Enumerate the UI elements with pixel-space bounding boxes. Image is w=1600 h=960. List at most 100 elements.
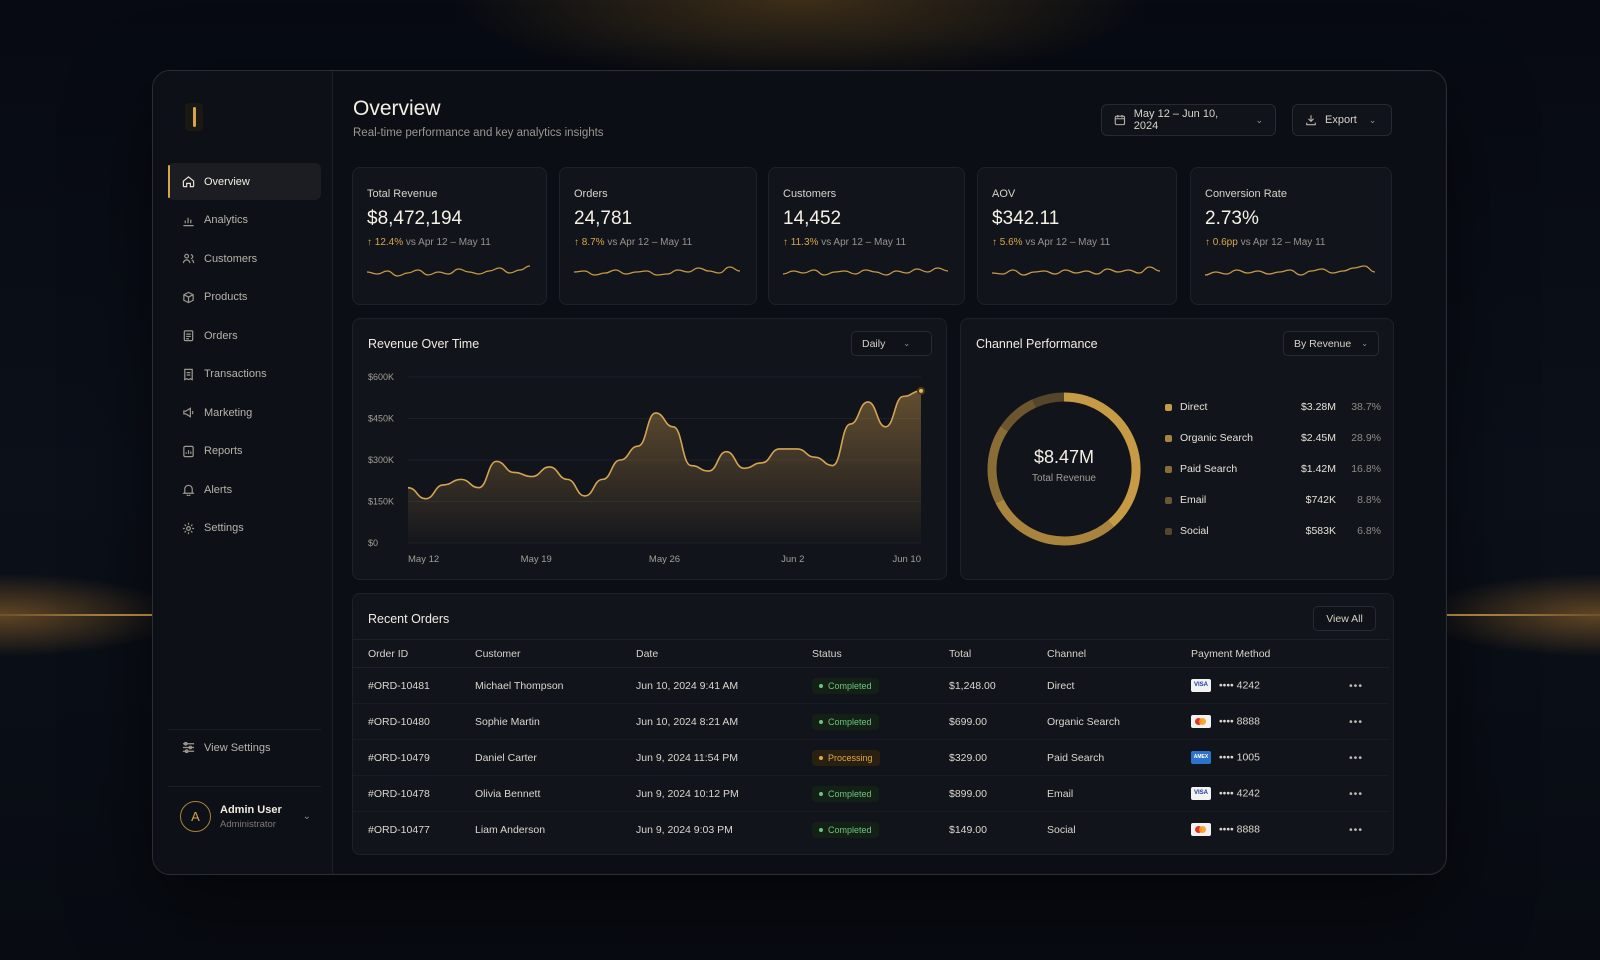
sidebar-item-label: Overview	[204, 175, 250, 188]
kpi-card[interactable]: Conversion Rate 2.73% ↑ 0.6pp vs Apr 12 …	[1190, 167, 1392, 305]
kpi-card[interactable]: AOV $342.11 ↑ 5.6% vs Apr 12 – May 11	[977, 167, 1177, 305]
sliders-icon	[182, 741, 195, 754]
order-id[interactable]: #ORD-10479	[353, 739, 475, 776]
page-title: Overview	[353, 97, 441, 120]
legend-amount: $1.42M	[1300, 463, 1336, 475]
kpi-card[interactable]: Customers 14,452 ↑ 11.3% vs Apr 12 – May…	[768, 167, 965, 305]
y-tick-label: $150K	[368, 497, 394, 507]
card-last4: •••• 4242	[1219, 787, 1260, 800]
kpi-compare: vs Apr 12 – May 11	[1240, 237, 1326, 248]
mc-card-icon	[1191, 823, 1211, 837]
revenue-area-fill	[408, 390, 921, 543]
legend-row[interactable]: Paid Search $1.42M 16.8%	[1165, 459, 1381, 479]
view-all-label: View All	[1326, 612, 1363, 625]
arrow-up-icon: ↑	[783, 237, 791, 248]
order-total: $699.00	[949, 703, 1047, 740]
order-payment: VISA •••• 4242	[1191, 775, 1349, 812]
table-row[interactable]: #ORD-10478 Olivia Bennett Jun 9, 2024 10…	[353, 775, 1389, 812]
legend-row[interactable]: Direct $3.28M 38.7%	[1165, 397, 1381, 417]
more-options-icon[interactable]: •••	[1349, 715, 1364, 728]
kpi-card[interactable]: Orders 24,781 ↑ 8.7% vs Apr 12 – May 11	[559, 167, 757, 305]
column-header[interactable]: Total	[949, 639, 1047, 668]
kpi-card[interactable]: Total Revenue $8,472,194 ↑ 12.4% vs Apr …	[352, 167, 547, 305]
sidebar-item-reports[interactable]: Reports	[168, 433, 321, 470]
donut-slice-direct[interactable]	[1063, 392, 1141, 528]
legend-percent: 6.8%	[1357, 525, 1381, 537]
sidebar-item-marketing[interactable]: Marketing	[168, 394, 321, 431]
recent-orders-card: Recent Orders View All Order ID Customer D…	[352, 593, 1394, 855]
column-header[interactable]: Order ID	[353, 639, 475, 668]
view-all-button[interactable]: View All	[1313, 606, 1376, 631]
column-header[interactable]: Customer	[475, 639, 636, 668]
column-header[interactable]: Payment Method	[1191, 639, 1349, 668]
user-menu[interactable]: A Admin User Administrator ⌄	[168, 786, 321, 846]
table-row[interactable]: #ORD-10480 Sophie Martin Jun 10, 2024 8:…	[353, 703, 1389, 740]
sidebar-item-products[interactable]: Products	[168, 279, 321, 316]
column-header[interactable]: Date	[636, 639, 812, 668]
order-id[interactable]: #ORD-10480	[353, 703, 475, 740]
table-row[interactable]: #ORD-10481 Michael Thompson Jun 10, 2024…	[353, 667, 1389, 704]
more-options-icon[interactable]: •••	[1349, 823, 1364, 836]
more-options-icon[interactable]: •••	[1349, 751, 1364, 764]
order-id[interactable]: #ORD-10481	[353, 667, 475, 704]
kpi-delta: ↑ 5.6% vs Apr 12 – May 11	[992, 237, 1110, 248]
sidebar-nav: Overview Analytics Customers Products Or…	[168, 163, 321, 548]
channel-sort-select[interactable]: By Revenue ⌄	[1283, 331, 1379, 356]
recent-orders-title: Recent Orders	[368, 612, 450, 626]
row-actions-cell: •••	[1349, 667, 1389, 704]
sidebar-item-label: Settings	[204, 522, 244, 534]
granularity-select[interactable]: Daily ⌄	[851, 331, 932, 356]
sidebar-item-transactions[interactable]: Transactions	[168, 356, 321, 393]
x-tick-label: Jun 2	[781, 554, 804, 565]
revenue-area-chart: $0 $150K $300K $450K $600K May 12 May 19 May 26…	[368, 372, 925, 565]
more-options-icon[interactable]: •••	[1349, 787, 1364, 800]
card-last4: •••• 1005	[1219, 751, 1260, 764]
donut-slice-organic-search[interactable]	[995, 499, 1114, 546]
sidebar-item-label: Alerts	[204, 483, 233, 496]
donut-slice-social[interactable]	[1032, 392, 1065, 408]
x-tick-label: May 26	[649, 554, 680, 565]
legend-row[interactable]: Email $742K 8.8%	[1165, 490, 1381, 510]
sidebar-item-analytics[interactable]: Analytics	[168, 202, 321, 239]
sidebar-item-settings[interactable]: Settings	[168, 510, 321, 547]
row-actions-cell: •••	[1349, 703, 1389, 740]
legend-percent: 16.8%	[1351, 463, 1381, 475]
mc-card-icon	[1191, 715, 1211, 728]
order-payment: •••• 8888	[1191, 812, 1349, 848]
export-button[interactable]: Export ⌄	[1292, 104, 1392, 136]
order-customer: Olivia Bennett	[475, 775, 636, 812]
revenue-line	[407, 390, 922, 500]
sidebar-item-overview[interactable]: Overview	[168, 163, 321, 200]
sidebar-item-label: Analytics	[204, 214, 249, 226]
chevron-down-icon: ⌄	[1361, 339, 1368, 348]
order-channel: Direct	[1047, 667, 1191, 704]
kpi-sparkline	[1205, 265, 1375, 276]
view-settings-button[interactable]: View Settings	[168, 729, 321, 765]
sidebar-item-orders[interactable]: Orders	[168, 317, 321, 354]
sidebar-item-customers[interactable]: Customers	[168, 240, 321, 277]
legend-amount: $742K	[1305, 494, 1336, 506]
kpi-value: $342.11	[992, 208, 1060, 229]
more-options-icon[interactable]: •••	[1349, 679, 1364, 692]
order-channel: Social	[1047, 823, 1076, 836]
table-row[interactable]: #ORD-10477 Liam Anderson Jun 9, 2024 9:0…	[353, 812, 1389, 848]
donut-slice-email[interactable]	[1000, 399, 1037, 432]
donut-center: $8.47M Total Revenue	[979, 447, 1149, 484]
order-id[interactable]: #ORD-10478	[353, 775, 475, 812]
sidebar: Overview Analytics Customers Products Or…	[153, 71, 333, 874]
chevron-down-icon[interactable]: ⌄	[302, 811, 311, 822]
sidebar-item-alerts[interactable]: Alerts	[168, 471, 321, 508]
app-logo[interactable]	[185, 103, 203, 131]
column-header[interactable]: Status	[812, 639, 949, 668]
legend-row[interactable]: Organic Search $2.45M 28.9%	[1165, 428, 1381, 448]
order-id[interactable]: #ORD-10477	[368, 823, 430, 836]
main-content: Overview Real-time performance and key a…	[333, 71, 1446, 874]
revenue-point[interactable]	[917, 386, 925, 395]
date-range-label: May 12 – Jun 10, 2024	[1133, 108, 1219, 132]
column-header[interactable]: Channel	[1047, 639, 1191, 668]
legend-row[interactable]: Social $583K 6.8%	[1165, 521, 1381, 541]
date-range-picker[interactable]: May 12 – Jun 10, 2024 ⌄	[1101, 104, 1276, 136]
order-total: $899.00	[949, 775, 1047, 812]
table-row[interactable]: #ORD-10479 Daniel Carter Jun 9, 2024 11:…	[353, 739, 1389, 776]
donut-slice-paid-search[interactable]	[987, 426, 1009, 504]
